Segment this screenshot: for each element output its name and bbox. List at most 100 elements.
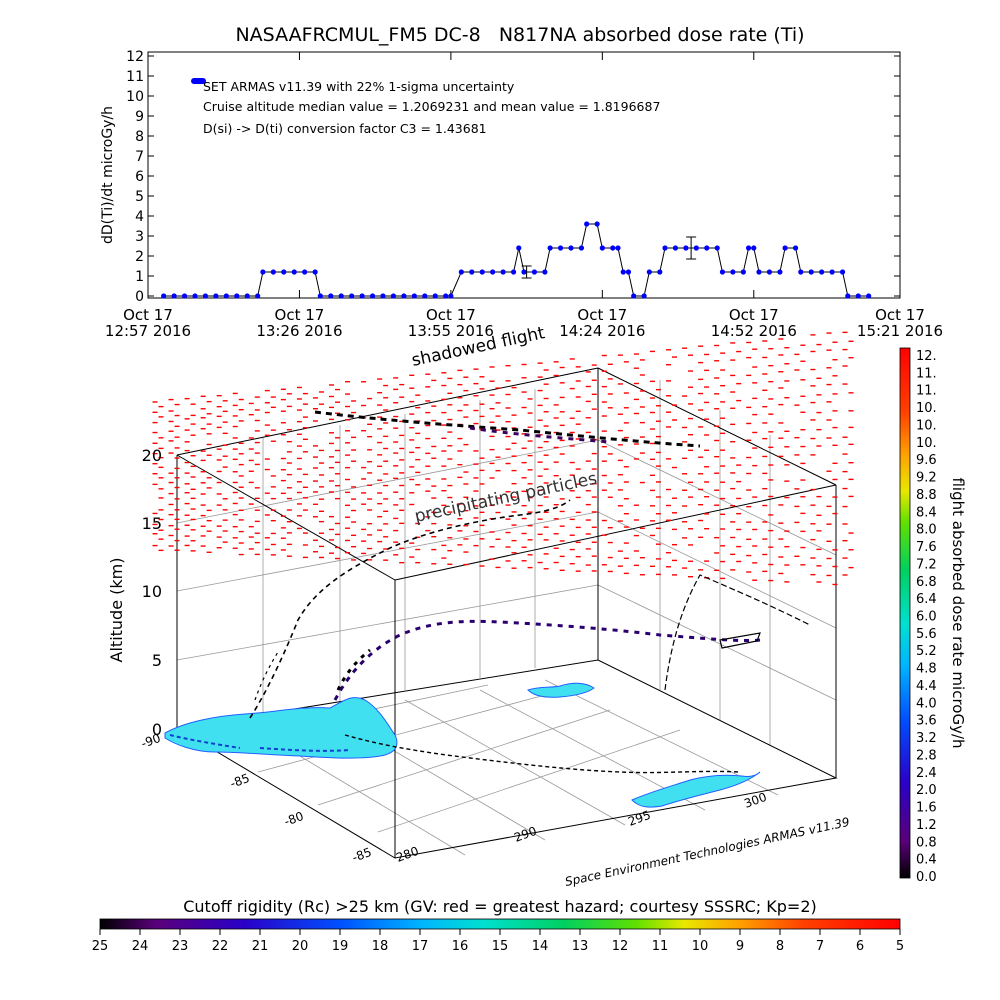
y-tick-label: 12 (126, 49, 144, 65)
dose-rate-chart: NASAAFRCMUL_FM5 DC-8 N817NA absorbed dos… (100, 24, 943, 340)
y-tick-label: 10 (126, 89, 144, 105)
colorbar-tick-label: 20 (292, 939, 309, 954)
data-point (443, 293, 449, 299)
colorbar-tick-label: 2.0 (916, 783, 937, 798)
data-point (469, 269, 475, 275)
colorbar-tick-label: 0.0 (916, 870, 937, 885)
data-point (829, 269, 835, 275)
colorbar-tick-label: 0.8 (916, 835, 937, 850)
data-point (260, 269, 266, 275)
data-point (866, 293, 872, 299)
series-line (163, 223, 869, 297)
colorbar-tick-label: 3.6 (916, 714, 937, 729)
flight-track-3d-plot: 0 5 10 15 20 Altitude (km) -90 -85 -80 -… (107, 323, 967, 889)
z-tick-label: 20 (142, 446, 162, 465)
colorbar-tick-label: 13 (572, 939, 589, 954)
x-tick-label: Oct 17 (577, 306, 627, 324)
z-tick-label: 5 (152, 651, 162, 670)
z-tick-label: 15 (142, 514, 162, 533)
data-point (615, 245, 621, 251)
colorbar-tick-label: 6.8 (916, 575, 937, 590)
data-point (625, 269, 632, 275)
z-axis-ticks: 0 5 10 15 20 (142, 446, 162, 739)
data-point (338, 293, 344, 299)
colorbar-tick-label: 15 (492, 939, 509, 954)
colorbar-tick-label: 9.2 (916, 471, 937, 486)
y-tick-label: 7 (135, 149, 144, 165)
lat-axis-ticks: -90 -85 -80 -85 (139, 731, 373, 865)
data-point (302, 269, 308, 275)
data-point (281, 269, 287, 275)
data-point (432, 293, 438, 299)
y-tick-label: 1 (135, 269, 144, 285)
colorbar-tick-label: 5.2 (916, 644, 937, 659)
data-point (171, 293, 177, 299)
data-point (223, 293, 229, 299)
x-tick-label: Oct 17 (426, 306, 476, 324)
colorbar-tick-label: 18 (372, 939, 389, 954)
data-point (547, 245, 553, 251)
data-point (181, 293, 188, 299)
data-point (819, 269, 825, 275)
colorbar-tick-label: 8.8 (916, 488, 937, 503)
data-point (411, 293, 417, 299)
dose-rate-colorbar (899, 347, 911, 879)
data-point (458, 269, 464, 275)
x-tick-label: Oct 17 (275, 306, 325, 324)
data-point (584, 221, 590, 227)
annotation-line-2: Cruise altitude median value = 1.2069231… (203, 99, 660, 114)
lat-tick-label: -90 (139, 731, 162, 751)
x-tick-label: Oct 17 (875, 306, 925, 324)
data-point (244, 293, 250, 299)
x-tick-label: 14:52 2016 (711, 322, 797, 340)
y-tick-label: 11 (126, 69, 144, 85)
y-tick-label: 8 (135, 129, 144, 145)
colorbar-tick-label: 7.6 (916, 540, 937, 555)
data-point (359, 293, 365, 299)
series-layer (161, 221, 872, 299)
colorbar-tick-label: 3.2 (916, 731, 937, 746)
colorbar-tick-label: 11 (652, 939, 669, 954)
colorbar-tick-label: 7 (816, 939, 824, 954)
data-point (448, 293, 454, 299)
data-point (255, 293, 261, 299)
data-point (631, 293, 637, 299)
colorbar-tick-label: 10. (916, 436, 937, 451)
x-tick-label: 13:26 2016 (256, 322, 342, 340)
data-point (192, 293, 198, 299)
colorbar-tick-label: 4.0 (916, 696, 937, 711)
y-tick-label: 4 (135, 209, 144, 225)
colorbar-tick-label: 10. (916, 418, 937, 433)
data-point (756, 269, 762, 275)
legend: SET ARMAS v11.39 with 22% 1-sigma uncert… (191, 78, 660, 136)
data-point (798, 269, 804, 275)
data-point (839, 269, 846, 275)
colorbar-tick-label: 5.6 (916, 627, 937, 642)
colorbar-tick-label: 10. (916, 401, 937, 416)
data-point (510, 269, 517, 275)
data-point (662, 245, 668, 251)
colorbar-tick-label: 1.2 (916, 818, 937, 833)
colorbar-tick-label: 24 (132, 939, 149, 954)
data-point (730, 269, 736, 275)
data-point (620, 269, 626, 275)
rigidity-colorbar (99, 918, 901, 930)
y-tick-label: 2 (135, 249, 144, 265)
data-point (291, 269, 297, 275)
data-point (328, 293, 334, 299)
colorbar-tick-label: 10 (692, 939, 709, 954)
data-point (657, 269, 663, 275)
x-tick-label: 12:57 2016 (105, 322, 191, 340)
data-point (516, 245, 522, 251)
data-point (766, 269, 773, 275)
y-tick-label: 3 (135, 229, 144, 245)
z-axis-label: Altitude (km) (107, 558, 126, 663)
lon-tick-label: 280 (394, 844, 420, 865)
data-point (594, 221, 600, 227)
data-point (380, 293, 386, 299)
credit-label: Space Environment Technologies ARMAS v11… (564, 815, 851, 889)
data-point (401, 293, 407, 299)
